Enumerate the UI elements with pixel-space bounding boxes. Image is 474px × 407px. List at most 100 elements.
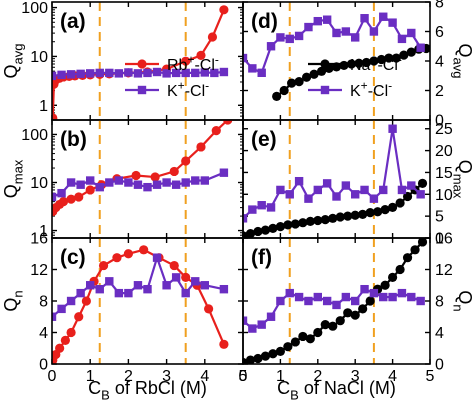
data-point [248,205,257,214]
data-point [86,69,95,78]
data-point [395,264,405,275]
data-point [417,178,428,188]
legend-label: Rb+-Cl- [167,53,219,74]
data-point [86,281,95,290]
y-tick-label: 0 [39,357,48,374]
data-point [369,194,379,203]
x-tick-label: 5 [239,368,248,385]
data-point [268,349,278,359]
y-tick-label: 100 [21,0,48,17]
data-point [343,308,353,318]
legend-marker [137,85,147,95]
data-point [417,238,428,247]
x-tick-label: 0 [239,368,248,385]
data-point [354,58,364,68]
y-tick-label: 10 [30,175,48,192]
data-point [105,178,114,187]
data-point [328,213,338,223]
y-tick-label: 4 [435,325,444,342]
data-point [365,296,375,306]
data-point [341,181,351,190]
y-tick-label: 16 [435,231,453,248]
data-point [143,68,152,78]
data-point [322,296,332,306]
data-point [407,292,416,302]
data-point [373,207,383,217]
panel-d: 0 2 4 6 8 (d) Qavg Na+-Cl- K+-Cl- [242,0,474,130]
data-point [360,14,369,23]
x-tick-label: 3 [351,368,360,385]
data-point [66,178,76,187]
data-point [152,67,162,77]
data-point [350,210,360,220]
data-point [76,288,85,298]
data-point [66,296,76,306]
data-point [335,316,345,326]
data-point [287,78,297,88]
data-point [351,296,360,306]
data-point [124,288,133,298]
data-point [272,91,282,101]
x-tick-label: 2 [124,368,133,385]
data-point [131,170,141,181]
panel-e: 0 5 10 15 20 25 (e) Qmax [242,119,474,248]
data-point [133,281,143,290]
data-point [358,209,368,219]
data-point [416,296,425,306]
x-tick-label: 3 [162,368,171,385]
x-tick-label: 5 [426,368,435,385]
data-point [76,180,85,189]
data-point [351,190,360,199]
panel-label: (b) [60,128,87,151]
data-point [328,321,338,331]
data-point [406,47,416,57]
y-tick-label: 0 [435,113,444,130]
data-point [358,304,368,314]
data-point [285,34,294,44]
data-point [57,304,66,314]
legend-marker [320,85,330,95]
data-point [350,310,360,320]
data-point [283,220,293,230]
y-tick-label: 1 [39,223,48,240]
data-point [81,296,91,306]
data-point [57,188,66,198]
data-point [276,33,285,42]
data-point [332,300,341,310]
data-point [407,181,416,190]
data-point [52,113,58,120]
data-point [243,214,248,223]
data-point [268,223,278,233]
y-tick-label: 6 [435,24,444,41]
y-tick-label: 4 [435,54,444,71]
x-tick-label: 1 [276,368,285,385]
data-point [285,190,294,199]
data-point [196,142,206,152]
y-tick-label: 8 [435,0,444,12]
data-point [66,194,76,204]
data-point [294,77,304,87]
y-tick-label: 25 [435,121,453,138]
data-point [369,288,379,298]
data-point [275,222,285,232]
data-point [283,342,293,352]
data-point [388,124,397,133]
data-point [95,68,104,78]
data-point [139,245,149,255]
data-point [395,198,405,208]
y-tick-label: 0 [435,231,444,248]
legend-label: K+-Cl- [350,79,392,100]
data-point [200,281,209,290]
data-point [211,126,221,136]
legend: Na+-Cl- K+-Cl- [308,53,402,100]
y-tick-label: 8 [435,294,444,311]
data-point [114,288,124,298]
y-tick-label: 15 [435,165,453,182]
data-point [74,192,84,202]
series-group [243,238,428,364]
data-point [253,353,263,364]
data-point [223,120,233,125]
data-point [397,185,407,195]
data-point [322,179,332,188]
x-axis-title-right: CB of NaCl (M) [277,378,396,402]
